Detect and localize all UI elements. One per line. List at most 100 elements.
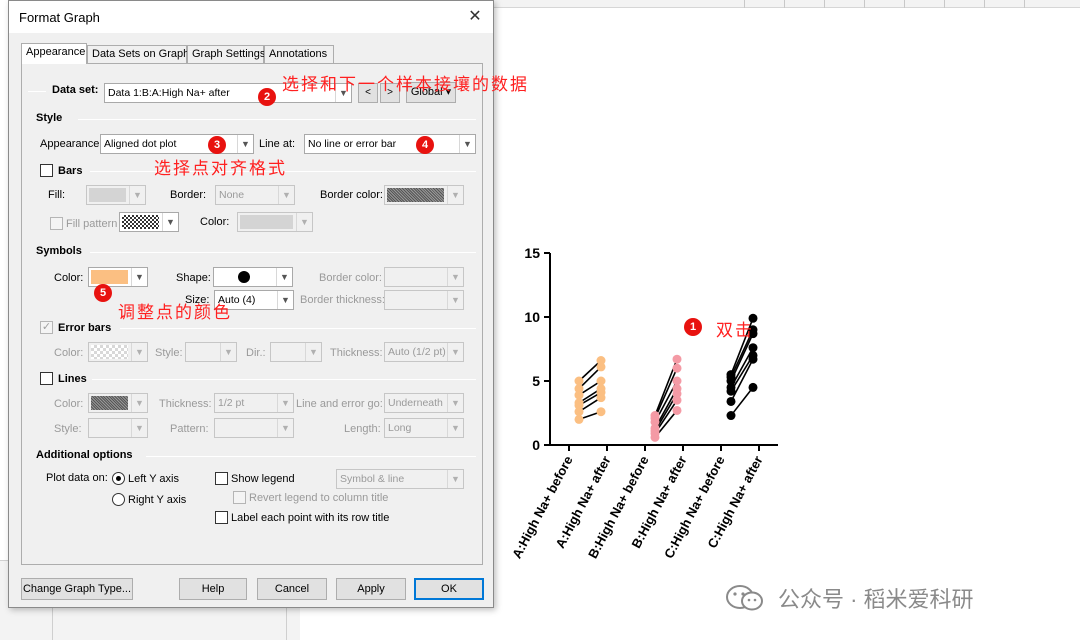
revert-legend-checkbox[interactable] [233, 491, 246, 504]
line-pattern-select[interactable]: ▼ [214, 418, 294, 438]
tab-appearance[interactable]: Appearance [21, 43, 87, 64]
point-A-after [596, 376, 606, 386]
line-error-go-select[interactable]: Underneath ▼ [384, 393, 464, 413]
pair-line [730, 358, 754, 402]
point-B-after [672, 405, 682, 415]
pair-line [730, 329, 754, 378]
y-tick-label: 5 [532, 373, 540, 389]
right-y-axis-label: Right Y axis [128, 494, 187, 506]
bars-checkbox[interactable] [40, 164, 53, 177]
label-points-checkbox[interactable] [215, 511, 228, 524]
point-C-before [726, 370, 736, 380]
next-dataset-button[interactable]: > [380, 83, 400, 103]
lines-checkbox[interactable] [40, 372, 53, 385]
line-at-label: Line at: [259, 138, 296, 150]
appearance-select[interactable]: Aligned dot plot ▼ [100, 134, 254, 154]
point-C-before [726, 382, 736, 392]
error-thickness-label: Thickness: [330, 347, 383, 359]
change-graph-type-button[interactable]: Change Graph Type... [21, 578, 133, 600]
watermark-text: 公众号 · 稻米爱科研 [778, 587, 974, 612]
global-dropdown-button[interactable]: Global ▾ [406, 82, 456, 103]
line-style-select[interactable]: ▼ [88, 418, 148, 438]
additional-options-heading: Additional options [36, 449, 133, 461]
apply-button[interactable]: Apply [336, 578, 406, 600]
step-2-text: 选择和下一个样本接壤的数据 [282, 75, 529, 94]
point-A-after [596, 407, 606, 417]
line-color-label: Color: [54, 398, 84, 410]
dataset-label: Data set: [52, 84, 99, 96]
y-tick-label: 0 [532, 437, 540, 453]
ok-button[interactable]: OK [414, 578, 484, 600]
point-A-before [574, 407, 584, 417]
appearance-label: Appearance: [40, 138, 103, 150]
point-A-before [574, 414, 584, 424]
bars-heading: Bars [58, 165, 83, 177]
point-A-after [596, 356, 606, 366]
tab-graph-settings[interactable]: Graph Settings [187, 45, 265, 63]
error-dir-select[interactable]: ▼ [270, 342, 322, 362]
point-B-after [672, 384, 682, 394]
step-4-marker: 4 [416, 136, 434, 154]
symbol-border-thickness-select[interactable]: ▼ [384, 290, 464, 310]
label-points-label: Label each point with its row title [231, 512, 390, 524]
error-bars-checkbox[interactable]: ✓ [40, 321, 53, 334]
error-color-select[interactable]: ▼ [88, 342, 148, 362]
fill-pattern-checkbox[interactable] [50, 217, 63, 230]
point-A-after [596, 362, 606, 372]
size-select[interactable]: Auto (4) ▼ [214, 290, 294, 310]
border-label: Border: [170, 189, 207, 201]
symbol-border-color-label: Border color: [319, 272, 382, 284]
point-C-before [726, 396, 736, 406]
border-color-label: Border color: [320, 189, 383, 201]
show-legend-checkbox[interactable] [215, 472, 228, 485]
point-B-after [672, 376, 682, 386]
app-toolbar [494, 0, 1080, 8]
error-style-select[interactable]: ▼ [185, 342, 237, 362]
point-C-after [748, 325, 758, 335]
line-color-select[interactable]: ▼ [88, 393, 148, 413]
help-button[interactable]: Help [179, 578, 247, 600]
fill-pattern-label: Fill pattern [66, 218, 118, 230]
appearance-panel: Data set: Data 1:B:A:High Na+ after ▼ 2 <… [21, 63, 483, 565]
pattern-color-select[interactable]: ▼ [237, 212, 313, 232]
cancel-button[interactable]: Cancel [257, 578, 327, 600]
border-color-select[interactable]: ▼ [384, 185, 464, 205]
step-5-text: 调整点的颜色 [118, 303, 232, 322]
line-error-go-label: Line and error go: [296, 398, 383, 410]
shape-label: Shape: [176, 272, 211, 284]
point-C-before [726, 411, 736, 421]
previous-dataset-button[interactable]: < [358, 83, 378, 103]
y-tick-label: 10 [524, 309, 540, 325]
line-length-label: Length: [344, 423, 381, 435]
line-at-select[interactable]: No line or error bar ▼ [304, 134, 476, 154]
close-icon[interactable]: ✕ [468, 8, 482, 25]
fill-pattern-select[interactable]: ▼ [119, 212, 179, 232]
tab-data-sets-on-graph[interactable]: Data Sets on Graph [87, 45, 189, 63]
dataset-select[interactable]: Data 1:B:A:High Na+ after ▼ [104, 83, 352, 103]
symbol-color-select[interactable]: ▼ [88, 267, 148, 287]
fill-color-select[interactable]: ▼ [86, 185, 146, 205]
left-y-axis-radio[interactable] [112, 472, 125, 485]
point-B-before [650, 411, 660, 421]
step-2-marker: 2 [258, 88, 276, 106]
symbol-color-swatch [91, 270, 128, 284]
symbol-border-color-select[interactable]: ▼ [384, 267, 464, 287]
border-select[interactable]: None ▼ [215, 185, 295, 205]
revert-legend-label: Revert legend to column title [249, 492, 389, 504]
line-length-select[interactable]: Long ▼ [384, 418, 464, 438]
point-B-after [672, 363, 682, 373]
pattern-color-label: Color: [200, 216, 230, 228]
error-thickness-select[interactable]: Auto (1/2 pt) ▼ [384, 342, 464, 362]
shape-select[interactable]: ▼ [213, 267, 293, 287]
style-heading: Style [36, 112, 63, 124]
wechat-icon [726, 585, 763, 611]
tab-annotations[interactable]: Annotations [264, 45, 334, 63]
legend-mode-select[interactable]: Symbol & line ▼ [336, 469, 464, 489]
size-label: Size: [185, 294, 210, 306]
plot-data-on-label: Plot data on: [46, 472, 108, 484]
error-dir-label: Dir.: [246, 347, 266, 359]
point-B-after [672, 395, 682, 405]
right-y-axis-radio[interactable] [112, 493, 125, 506]
line-thickness-select[interactable]: 1/2 pt ▼ [214, 393, 294, 413]
